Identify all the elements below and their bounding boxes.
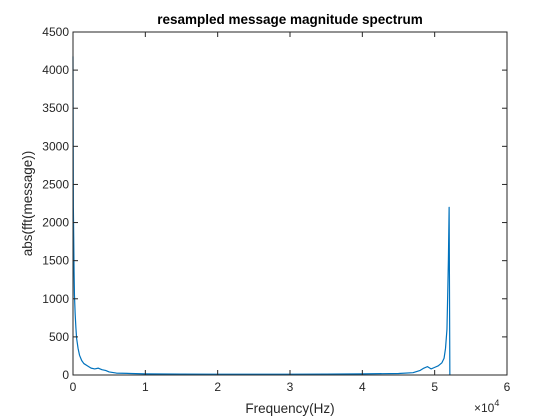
chart-title: resampled message magnitude spectrum (157, 12, 423, 27)
x-tick-label: 3 (287, 380, 294, 394)
y-tick-label: 0 (62, 368, 69, 382)
x-tick-label: 6 (504, 380, 511, 394)
y-tick-label: 4000 (42, 63, 69, 77)
y-axis-label: abs(fft(message)) (20, 151, 35, 257)
x-tick-label: 0 (70, 380, 77, 394)
y-tick-label: 3500 (42, 101, 69, 115)
plot-layer (72, 56, 451, 376)
y-tick-label: 3000 (42, 139, 69, 153)
y-tick-label: 2500 (42, 177, 69, 191)
x-axis-exponent: ×104 (474, 398, 499, 415)
x-tick-label: 5 (431, 380, 438, 394)
x-tick-label: 4 (359, 380, 366, 394)
x-tick-label: 1 (142, 380, 149, 394)
y-tick-label: 1000 (42, 292, 69, 306)
y-tick-label: 1500 (42, 254, 69, 268)
series-line-0 (72, 56, 451, 376)
axes-layer: 0 1 2 3 4 5 6 0 500 1000 1500 2000 2500 3000 3500 4000 4… (42, 25, 510, 394)
y-tick-label: 2000 (42, 216, 69, 230)
x-tick-label: 2 (214, 380, 221, 394)
x-axis-label: Frequency(Hz) (245, 401, 334, 416)
y-tick-label: 500 (49, 330, 69, 344)
axes-background (73, 32, 507, 375)
y-tick-label: 4500 (42, 25, 69, 39)
